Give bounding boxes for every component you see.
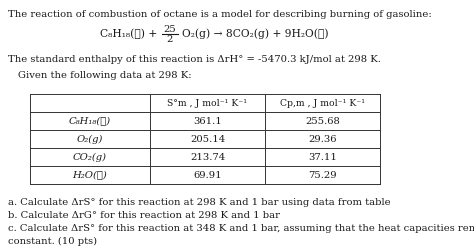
Text: The reaction of combustion of octane is a model for describing burning of gasoli: The reaction of combustion of octane is …: [8, 10, 432, 19]
Text: 75.29: 75.29: [308, 171, 337, 179]
Text: constant. (10 pts): constant. (10 pts): [8, 237, 97, 246]
Text: 205.14: 205.14: [190, 135, 225, 143]
Text: H₂O(ℓ): H₂O(ℓ): [73, 171, 108, 179]
Text: 69.91: 69.91: [193, 171, 222, 179]
Text: C₈H₁₈(ℓ): C₈H₁₈(ℓ): [69, 116, 111, 125]
Text: 255.68: 255.68: [305, 116, 340, 125]
Text: 361.1: 361.1: [193, 116, 222, 125]
Text: b. Calculate ΔrG° for this reaction at 298 K and 1 bar: b. Calculate ΔrG° for this reaction at 2…: [8, 211, 280, 220]
Text: c. Calculate ΔrS° for this reaction at 348 K and 1 bar, assuming that the heat c: c. Calculate ΔrS° for this reaction at 3…: [8, 224, 474, 233]
Text: The standard enthalpy of this reaction is ΔrH° = -5470.3 kJ/mol at 298 K.: The standard enthalpy of this reaction i…: [8, 55, 381, 64]
Text: 29.36: 29.36: [308, 135, 337, 143]
Text: O₂(g): O₂(g): [77, 134, 103, 144]
Text: a. Calculate ΔrS° for this reaction at 298 K and 1 bar using data from table: a. Calculate ΔrS° for this reaction at 2…: [8, 198, 391, 207]
Text: CO₂(g): CO₂(g): [73, 152, 107, 162]
Text: 37.11: 37.11: [308, 152, 337, 162]
Text: 2: 2: [167, 35, 173, 44]
Text: 25: 25: [164, 25, 176, 35]
Text: C₈H₁₈(ℓ) +: C₈H₁₈(ℓ) +: [100, 29, 157, 39]
Text: Cp,m , J mol⁻¹ K⁻¹: Cp,m , J mol⁻¹ K⁻¹: [280, 99, 365, 108]
Text: Given the following data at 298 K:: Given the following data at 298 K:: [18, 71, 191, 80]
Text: O₂(g) → 8CO₂(g) + 9H₂O(ℓ): O₂(g) → 8CO₂(g) + 9H₂O(ℓ): [182, 29, 328, 39]
Text: 213.74: 213.74: [190, 152, 225, 162]
Text: S°m , J mol⁻¹ K⁻¹: S°m , J mol⁻¹ K⁻¹: [167, 99, 247, 108]
